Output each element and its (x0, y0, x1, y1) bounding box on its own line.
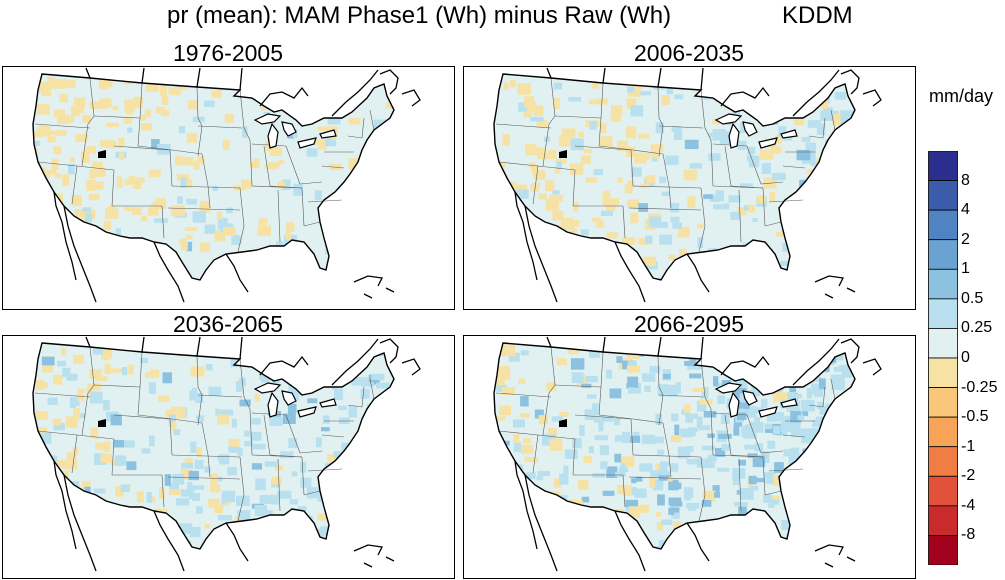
map-panel-2066-2095 (463, 335, 916, 579)
great-salt-lake (559, 150, 567, 158)
colorbar-tick-label: 1 (961, 260, 970, 278)
mexico-caribbean-coastlines (514, 460, 856, 572)
great-salt-lake (559, 419, 567, 427)
state-borders (34, 346, 375, 522)
colorbar (928, 151, 958, 565)
colorbar-swatch (928, 535, 958, 565)
panel-frame (2, 335, 455, 579)
panel-frame (463, 335, 916, 579)
title-text: pr (mean): MAM Phase1 (Wh) minus Raw (Wh… (167, 2, 672, 29)
colorbar-tick-label: -1 (961, 437, 976, 455)
great-lakes (714, 113, 798, 149)
great-salt-lake (98, 150, 106, 158)
mexico-caribbean-coastlines (53, 191, 395, 303)
canada-coastlines (546, 336, 882, 386)
colorbar-swatch (928, 446, 958, 477)
colorbar-tick-label: -4 (961, 496, 976, 514)
colorbar-tick-label: 4 (961, 201, 970, 219)
colorbar-tick-label: -0.5 (961, 408, 989, 426)
colorbar-swatch (928, 239, 958, 270)
mexico-caribbean-coastlines (53, 460, 395, 572)
us-outline (493, 73, 856, 281)
colorbar-swatch (928, 416, 958, 448)
panel-title-4: 2066-2095 (634, 311, 744, 337)
colorbar-swatch (928, 357, 958, 388)
state-borders (34, 77, 375, 253)
colorbar-swatch (928, 298, 958, 329)
canada-coastlines (85, 67, 421, 117)
colorbar-swatch (928, 151, 958, 181)
panel-frame (2, 66, 455, 310)
map-panel-2036-2065 (2, 335, 455, 579)
us-outline (32, 73, 395, 281)
colorbar-swatch (928, 387, 958, 418)
great-salt-lake (98, 419, 106, 427)
great-lakes (253, 382, 337, 418)
map-panel-2006-2035 (463, 66, 916, 310)
colorbar-swatch (928, 268, 958, 300)
panel-title-1: 1976-2005 (173, 40, 283, 66)
panel-title-2: 2006-2035 (634, 40, 744, 66)
figure-title: pr (mean): MAM Phase1 (Wh) minus Raw (Wh… (0, 0, 1005, 34)
colorbar-tick-label: -0.25 (961, 378, 998, 396)
state-borders (495, 77, 836, 253)
colorbar-tick-label: 0.25 (961, 319, 993, 337)
colorbar-swatch (928, 209, 958, 241)
state-borders (495, 346, 836, 522)
us-outline (32, 342, 395, 550)
colorbar-tick-label: -2 (961, 467, 976, 485)
colorbar-tick-label: 0.5 (961, 289, 984, 307)
us-landmass (33, 74, 394, 280)
us-outline (493, 342, 856, 550)
method-label: KDDM (782, 2, 853, 29)
us-landmass (494, 74, 855, 280)
colorbar-swatch (928, 505, 958, 536)
colorbar-swatch (928, 475, 958, 507)
colorbar-swatch (928, 328, 958, 359)
great-lakes (253, 113, 337, 149)
colorbar-swatch (928, 180, 958, 211)
mexico-caribbean-coastlines (514, 191, 856, 303)
colorbar-unit: mm/day (929, 86, 994, 106)
colorbar-tick-label: 8 (961, 171, 970, 189)
panel-title-3: 2036-2065 (173, 311, 283, 337)
canada-coastlines (85, 336, 421, 386)
great-lakes (714, 382, 798, 418)
map-panel-1976-2005 (2, 66, 455, 310)
colorbar-tick-label: 2 (961, 230, 970, 248)
us-landmass (33, 343, 394, 549)
canada-coastlines (546, 67, 882, 117)
colorbar-tick-label: -8 (961, 526, 976, 544)
panel-frame (463, 66, 916, 310)
colorbar-tick-label: 0 (961, 349, 970, 366)
